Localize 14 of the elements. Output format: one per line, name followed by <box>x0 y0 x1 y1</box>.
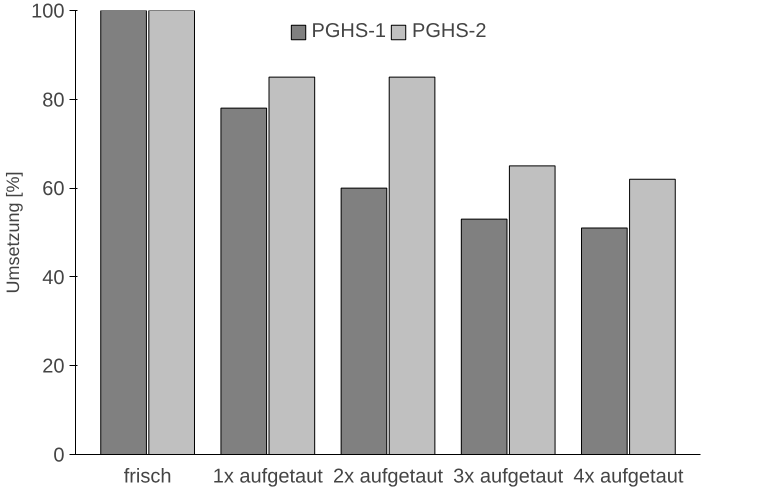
x-tick-label: 2x aufgetaut <box>332 466 444 488</box>
y-tick-label: 0 <box>53 444 64 466</box>
y-tick-label: 80 <box>42 89 65 112</box>
y-tick-label: 20 <box>42 356 65 378</box>
x-tick-label: 4x aufgetaut <box>573 466 684 488</box>
y-tick-label: 60 <box>42 178 65 200</box>
x-tick-label: 3x aufgetaut <box>453 466 564 488</box>
y-axis-title: Umsetzung [%] <box>3 171 24 294</box>
y-tick-label: 100 <box>31 0 65 22</box>
x-tick-label: 1x aufgetaut <box>212 466 324 488</box>
x-tick-label: frisch <box>124 466 172 488</box>
legend-label: PGHS-1 <box>312 20 386 43</box>
y-tick-label: 40 <box>42 266 65 289</box>
legend-label: PGHS-2 <box>412 20 486 43</box>
